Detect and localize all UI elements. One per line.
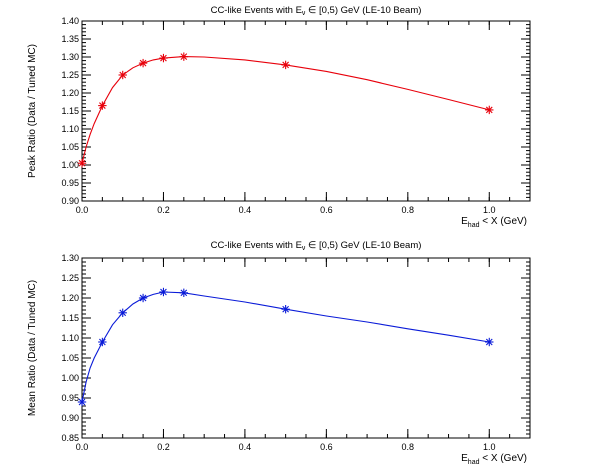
chart-title: CC-like Events with Eν ∈ [0,5) GeV (LE-1… (211, 240, 422, 252)
fit-curve (81, 291, 490, 403)
data-point (179, 52, 189, 61)
y-tick-label: 1.05 (61, 142, 79, 152)
data-point-stroke (78, 159, 86, 167)
x-axis-label: Ehad < X (GeV) (461, 216, 527, 229)
data-point (77, 159, 87, 168)
chart-title-main: CC-like Events with E (211, 240, 302, 251)
fit-curve (81, 56, 490, 164)
x-axis-label-rest: < X (GeV) (479, 216, 527, 227)
chart-title-rest: ∈ [0,5) GeV (LE-10 Beam) (305, 5, 421, 16)
x-tick-label: 0.6 (320, 205, 333, 215)
y-tick-label: 1.10 (61, 333, 79, 343)
data-point-stroke (119, 309, 127, 317)
y-tick-label: 1.05 (61, 353, 79, 363)
data-point-stroke (78, 398, 86, 406)
data-point-stroke (485, 338, 493, 346)
y-tick-label: 1.00 (61, 160, 79, 170)
data-point-stroke (139, 294, 147, 302)
chart-title-main: CC-like Events with E (211, 5, 302, 16)
chart-title-sub: ν (302, 10, 306, 17)
y-tick-label: 1.25 (61, 273, 79, 283)
data-point-stroke (99, 102, 106, 109)
data-point-stroke (282, 305, 289, 313)
data-point-stroke (99, 338, 106, 346)
x-tick-label: 0.4 (239, 205, 252, 215)
data-point-stroke (282, 61, 289, 69)
y-tick-label: 0.90 (61, 413, 79, 423)
data-point (98, 101, 107, 110)
plot-frame (81, 257, 531, 439)
data-point (179, 288, 189, 297)
x-axis-label-sub: had (468, 459, 480, 466)
data-point-stroke (160, 54, 167, 62)
data-point-stroke (119, 71, 127, 79)
y-tick-label: 1.15 (61, 106, 79, 116)
data-point-stroke (180, 53, 188, 60)
data-point (98, 337, 107, 347)
peak-ratio-chart: 0.90 0.95 1.00 1.05 1.10 1.15 1.20 1.25 1.30 1.35… (27, 5, 531, 229)
y-tick-label: 0.90 (61, 196, 79, 206)
x-tick-label: 0.0 (76, 442, 89, 452)
data-point (159, 53, 168, 63)
chart-title-sub: ν (302, 245, 306, 252)
mean-ratio-chart: 0.85 0.90 0.95 1.00 1.05 1.10 1.15 1.20 1.25 1.30… (27, 240, 531, 466)
y-tick-label: 1.10 (61, 124, 79, 134)
x-tick-label: 0.2 (157, 205, 170, 215)
y-tick-label: 1.40 (61, 16, 79, 26)
y-tick-label: 1.00 (61, 373, 79, 383)
data-point (118, 308, 127, 317)
data-point (159, 287, 168, 297)
y-tick-label: 1.20 (61, 88, 79, 98)
data-point (138, 58, 148, 68)
x-tick-label: 1.0 (483, 442, 496, 452)
x-tick-label: 0.0 (76, 205, 89, 215)
data-point (485, 105, 494, 115)
y-tick-label: 1.35 (61, 34, 79, 44)
y-axis-label: Mean Ratio (Data / Tuned MC) (27, 280, 38, 416)
data-point (118, 70, 127, 80)
data-point (138, 293, 148, 303)
y-tick-label: 1.15 (61, 313, 79, 323)
x-tick-label: 0.4 (239, 442, 252, 452)
x-tick-label: 0.6 (320, 442, 333, 452)
x-tick-label: 1.0 (483, 205, 496, 215)
chart-title-rest: ∈ [0,5) GeV (LE-10 Beam) (305, 240, 421, 251)
y-tick-label: 1.25 (61, 70, 79, 80)
y-axis-label: Peak Ratio (Data / Tuned MC) (27, 44, 38, 178)
x-tick-label: 0.2 (157, 442, 170, 452)
y-tick-label: 0.85 (61, 433, 79, 443)
data-point (77, 397, 87, 407)
y-tick-label: 1.20 (61, 293, 79, 303)
plot-frame (81, 20, 531, 202)
chart-title: CC-like Events with Eν ∈ [0,5) GeV (LE-1… (211, 5, 422, 17)
data-point (485, 337, 494, 347)
x-axis-label-main: E (461, 453, 468, 464)
x-tick-label: 0.8 (402, 205, 415, 215)
data-point-stroke (139, 59, 147, 67)
x-axis-label-sub: had (468, 222, 480, 229)
data-point-stroke (485, 106, 493, 114)
y-tick-label: 0.95 (61, 178, 79, 188)
data-point (281, 60, 290, 70)
y-tick-label: 0.95 (61, 393, 79, 403)
x-tick-label: 0.8 (402, 442, 415, 452)
x-axis-label: Ehad < X (GeV) (461, 453, 527, 466)
x-axis-label-rest: < X (GeV) (479, 453, 527, 464)
y-tick-label: 1.30 (61, 253, 79, 263)
data-point-stroke (160, 288, 167, 296)
x-axis-label-main: E (461, 216, 468, 227)
data-point (281, 305, 290, 314)
y-tick-label: 1.30 (61, 52, 79, 62)
data-point-stroke (180, 289, 188, 297)
